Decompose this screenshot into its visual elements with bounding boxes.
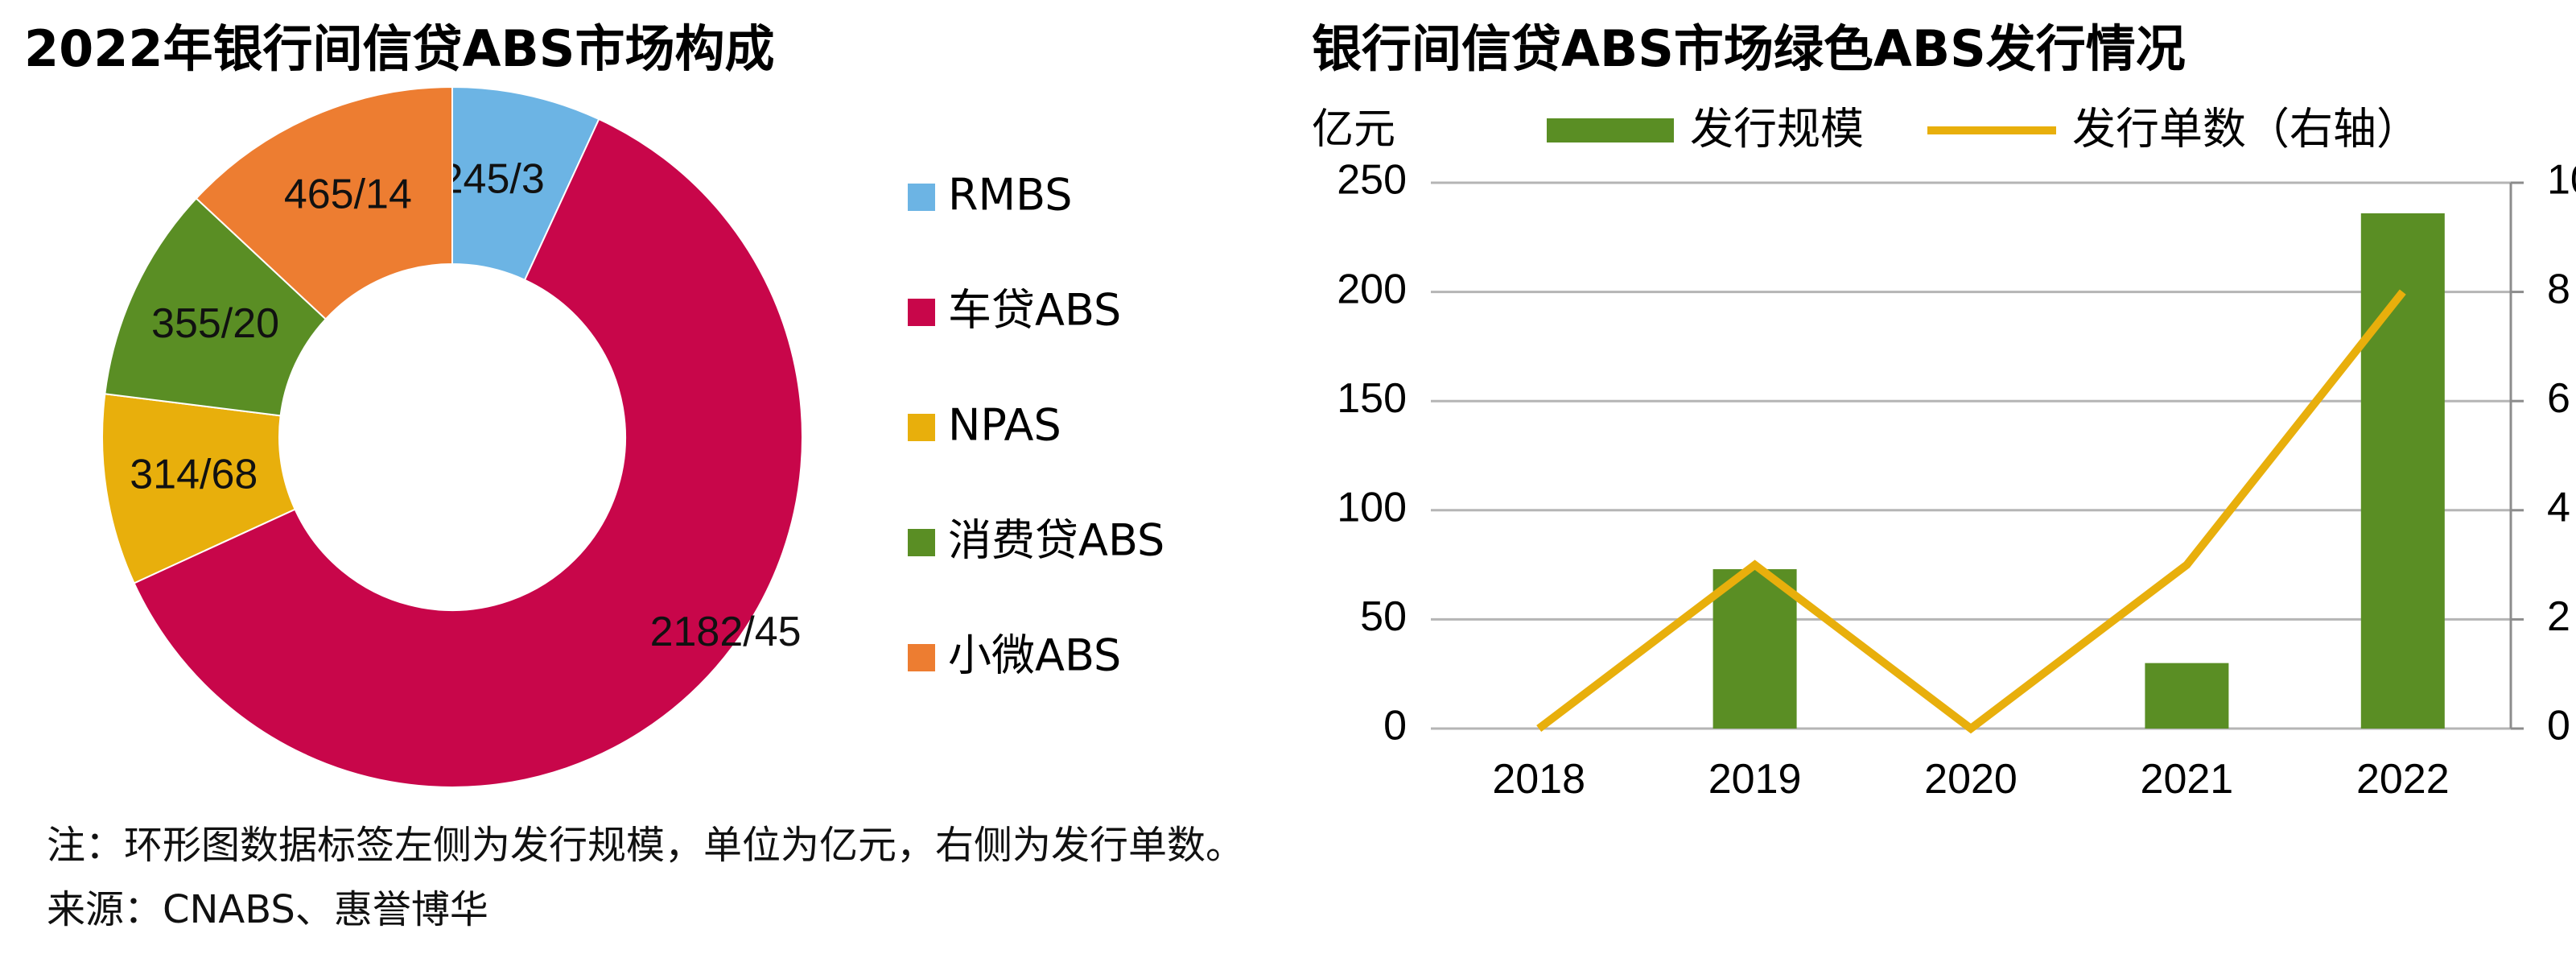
y2-tick-label: 0 [2547, 703, 2570, 749]
donut-data-label: 355/20 [151, 300, 279, 347]
bar [2145, 663, 2229, 729]
bar [2360, 213, 2445, 729]
legend-swatch [908, 184, 935, 211]
y2-tick-label: 8 [2547, 266, 2570, 312]
legend-label-bar: 发行规模 [1690, 104, 1864, 155]
donut-legend: RMBS 车贷ABS NPAS 消费贷ABS 小微ABS [908, 170, 1164, 681]
legend-label: 小微ABS [948, 630, 1121, 681]
legend-label: 消费贷ABS [948, 515, 1164, 566]
y2-tick-label: 4 [2547, 485, 2570, 531]
donut-slice [133, 118, 803, 788]
line-series [1536, 289, 2406, 734]
legend-label-line: 发行单数（右轴） [2072, 104, 2420, 155]
y-tick-label: 100 [1337, 485, 1407, 531]
y2-tick-label: 6 [2547, 375, 2570, 422]
y2-tick-label: 2 [2547, 593, 2570, 640]
y-axis-unit-label: 亿元 [1312, 106, 1395, 153]
legend-label: 车贷ABS [948, 285, 1121, 336]
bar [1713, 569, 1797, 729]
combo-chart: 0 50 100 150 200 250 0 2 4 6 8 10 2018 2019 2020 2021 20… [1337, 104, 2576, 803]
footnote: 注：环形图数据标签左侧为发行规模，单位为亿元，右侧为发行单数。 [47, 823, 1245, 868]
y-tick-label: 200 [1337, 266, 1407, 312]
x-tick-label: 2018 [1492, 756, 1585, 803]
y-tick-label: 250 [1337, 157, 1407, 204]
x-tick-label: 2020 [1924, 756, 2018, 803]
y-tick-label: 0 [1383, 703, 1407, 749]
legend-swatch [908, 299, 935, 326]
donut-title: 2022年银行间信贷ABS市场构成 [24, 19, 774, 78]
donut-data-label: 245/3 [440, 155, 545, 202]
donut-data-label: 314/68 [130, 451, 258, 498]
legend-swatch [908, 414, 935, 441]
legend-swatch [908, 644, 935, 671]
donut-slice [195, 85, 453, 320]
x-tick-label: 2019 [1708, 756, 1802, 803]
y-tick-label: 150 [1337, 375, 1407, 422]
legend-label: NPAS [948, 400, 1061, 451]
combo-title: 银行间信贷ABS市场绿色ABS发行情况 [1312, 19, 2186, 78]
source-note: 来源：CNABS、惠誉博华 [47, 887, 488, 932]
legend-label: RMBS [948, 170, 1073, 221]
legend-swatch-bar [1547, 118, 1674, 142]
donut-data-label: 465/14 [284, 171, 412, 218]
y2-tick-label: 10 [2547, 157, 2576, 204]
donut-chart: 245/3 2182/45 314/68 355/20 465/14 [101, 85, 803, 788]
y-tick-label: 50 [1360, 593, 1407, 640]
x-tick-label: 2021 [2141, 756, 2234, 803]
x-tick-label: 2022 [2356, 756, 2450, 803]
donut-data-label: 2182/45 [650, 609, 802, 655]
legend-swatch [908, 529, 935, 556]
